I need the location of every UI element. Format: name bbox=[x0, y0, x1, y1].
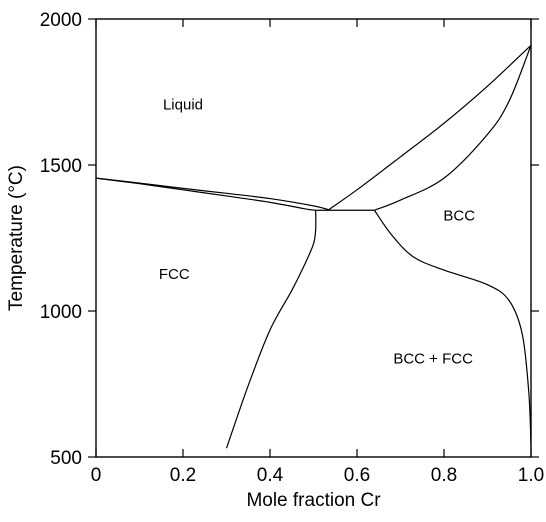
region-labels: Liquid FCC BCC BCC + FCC bbox=[159, 97, 475, 368]
phase-boundary-line-4 bbox=[329, 45, 531, 209]
y-axis-label: Temperature (°C) bbox=[6, 165, 27, 311]
region-label: BCC bbox=[443, 207, 475, 224]
phase-boundary-line-7 bbox=[374, 210, 531, 445]
region-label: BCC + FCC bbox=[393, 351, 473, 368]
axis-tick-labels: 0 0.2 0.4 0.6 0.8 1.0 500 1000 1500 2000 bbox=[40, 10, 544, 486]
phase-boundary-line-6 bbox=[227, 210, 316, 448]
x-tick-label: 0.6 bbox=[344, 465, 370, 486]
plot-frame bbox=[96, 19, 531, 457]
x-tick-label: 1.0 bbox=[518, 465, 544, 486]
x-tick-label: 0.8 bbox=[431, 465, 457, 486]
phase-boundaries bbox=[96, 45, 531, 448]
y-tick-label: 2000 bbox=[40, 10, 82, 31]
x-tick-label: 0.2 bbox=[170, 465, 196, 486]
x-axis-label: Mole fraction Cr bbox=[246, 490, 381, 511]
y-tick-label: 1500 bbox=[40, 156, 82, 177]
y-tick-label: 1000 bbox=[40, 302, 82, 323]
y-tick-label: 500 bbox=[50, 448, 82, 469]
phase-boundary-line-5 bbox=[374, 45, 531, 210]
phase-boundary-line-2 bbox=[96, 178, 316, 210]
x-tick-label: 0 bbox=[91, 465, 102, 486]
region-label: FCC bbox=[159, 266, 190, 283]
region-label: Liquid bbox=[163, 97, 203, 114]
axis-ticks bbox=[88, 19, 539, 457]
x-tick-label: 0.4 bbox=[257, 465, 284, 486]
